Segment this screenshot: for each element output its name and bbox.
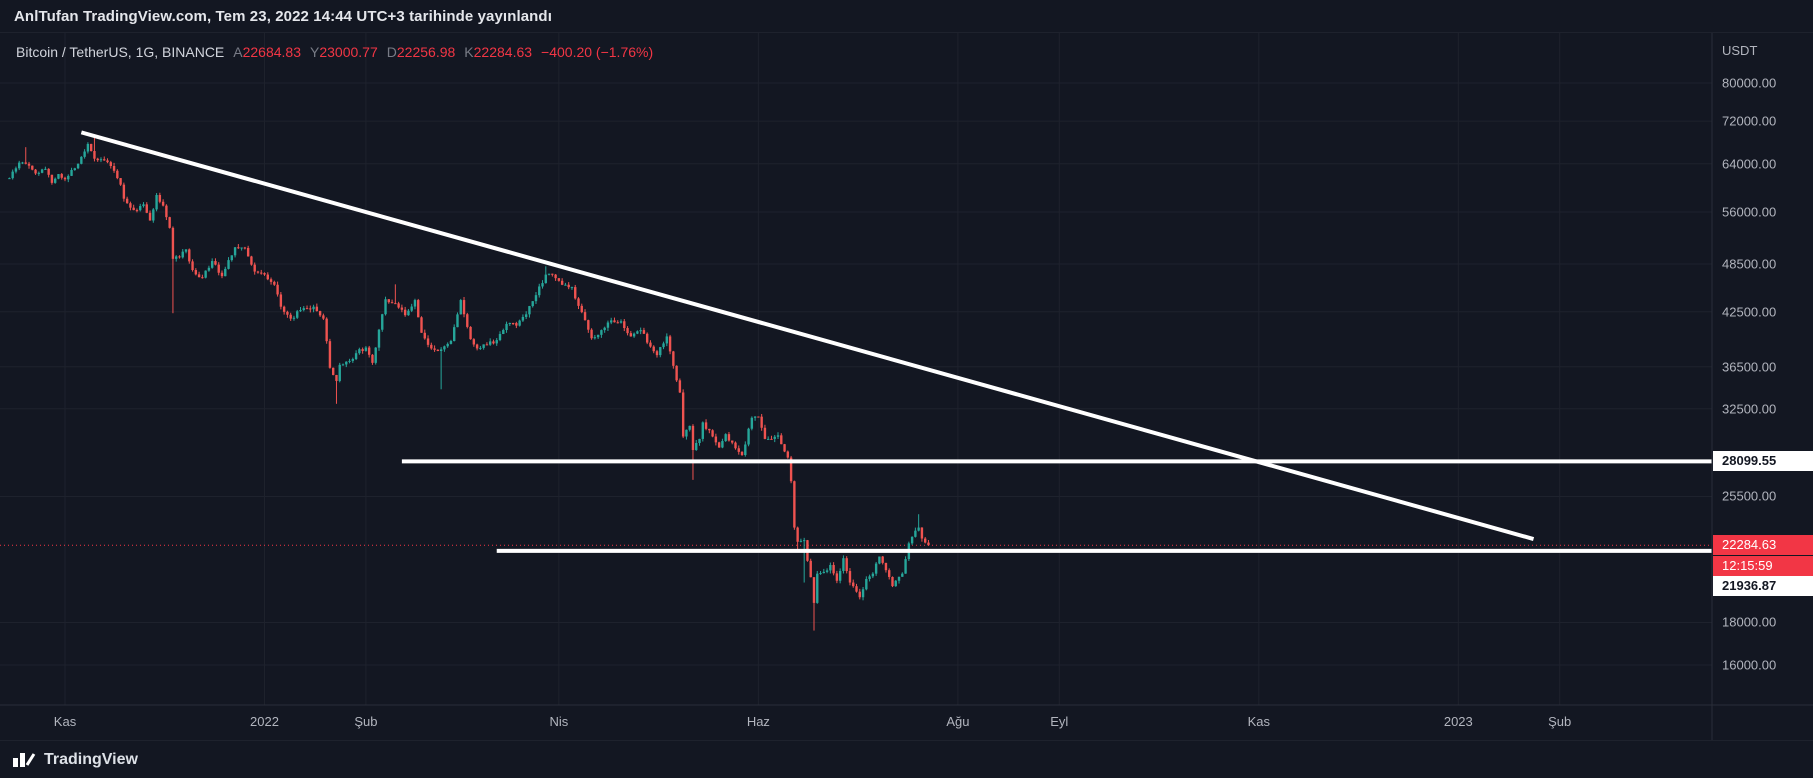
tradingview-logo[interactable]: TradingView bbox=[12, 751, 138, 769]
price-tick-label: 36500.00 bbox=[1722, 359, 1777, 375]
price-tick-label: 32500.00 bbox=[1722, 401, 1777, 417]
time-tick-label: Şub bbox=[1548, 714, 1572, 729]
grid bbox=[0, 33, 1712, 705]
time-tick-label: Ağu bbox=[946, 714, 970, 729]
candle-countdown-tag: 12:15:59 bbox=[1713, 556, 1813, 577]
tradingview-logo-icon bbox=[13, 752, 36, 767]
publish-info-text: AnlTufan TradingView.com, Tem 23, 2022 1… bbox=[14, 7, 552, 25]
low-label: D bbox=[386, 44, 397, 60]
time-tick-label: Kas bbox=[53, 714, 77, 729]
price-tick-label: 56000.00 bbox=[1722, 204, 1777, 220]
open-value: 22684.83 bbox=[242, 44, 302, 60]
time-tick-label: 2022 bbox=[250, 714, 279, 729]
trendline-drawing[interactable] bbox=[80, 130, 1535, 541]
current-price-tag: 22284.63 bbox=[1713, 535, 1813, 556]
open-label: A bbox=[233, 44, 243, 60]
time-tick-label: Nis bbox=[549, 714, 569, 729]
high-label: Y bbox=[310, 44, 320, 60]
chart-legend[interactable]: Bitcoin / TetherUS, 1G, BINANCE A22684.83… bbox=[16, 44, 653, 60]
price-tick-label: 48500.00 bbox=[1722, 256, 1777, 272]
time-tick-label: 2023 bbox=[1443, 714, 1473, 729]
support-price-tag: 21936.87 bbox=[1713, 576, 1813, 597]
publish-info-bar: AnlTufan TradingView.com, Tem 23, 2022 1… bbox=[0, 0, 1813, 33]
quote-currency-label: USDT bbox=[1722, 43, 1758, 58]
time-tick-label: Haz bbox=[746, 714, 770, 729]
time-tick-label: Şub bbox=[354, 714, 378, 729]
close-value: 22284.63 bbox=[473, 44, 533, 60]
low-value: 22256.98 bbox=[396, 44, 456, 60]
time-tick-label: Eyl bbox=[1050, 714, 1069, 729]
price-tick-label: 16000.00 bbox=[1722, 657, 1777, 673]
footer-bar: TradingView bbox=[0, 740, 1813, 778]
change-value: −400.20 (−1.76%) bbox=[541, 44, 654, 60]
symbol-title[interactable]: Bitcoin / TetherUS, 1G, BINANCE bbox=[16, 44, 225, 60]
close-label: K bbox=[464, 44, 474, 60]
price-tick-label: 72000.00 bbox=[1722, 113, 1777, 129]
price-tick-label: 80000.00 bbox=[1722, 75, 1777, 91]
price-tick-label: 42500.00 bbox=[1722, 304, 1777, 320]
price-tick-label: 25500.00 bbox=[1722, 488, 1777, 504]
resistance-price-tag: 28099.55 bbox=[1713, 451, 1813, 472]
time-tick-label: Kas bbox=[1247, 714, 1270, 729]
brand-name[interactable]: TradingView bbox=[44, 750, 138, 768]
candlestick-series bbox=[8, 136, 930, 631]
high-value: 23000.77 bbox=[319, 44, 378, 60]
price-tick-label: 18000.00 bbox=[1722, 614, 1777, 630]
price-tick-label: 64000.00 bbox=[1722, 156, 1777, 172]
